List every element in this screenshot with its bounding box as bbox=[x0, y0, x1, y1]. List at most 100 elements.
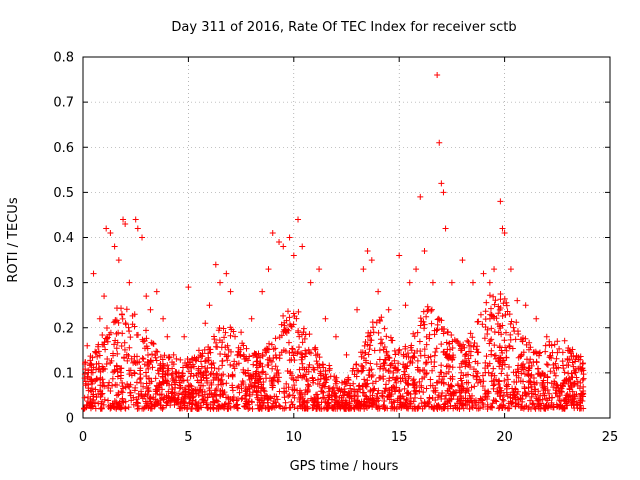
data-point bbox=[145, 375, 152, 382]
data-point bbox=[491, 266, 498, 273]
data-point bbox=[175, 390, 182, 397]
data-point bbox=[286, 392, 293, 399]
data-point bbox=[492, 397, 499, 404]
data-point bbox=[503, 299, 510, 306]
data-point bbox=[421, 352, 428, 359]
data-point bbox=[556, 345, 563, 352]
data-point bbox=[204, 365, 211, 372]
data-point bbox=[483, 299, 490, 306]
data-point bbox=[221, 334, 228, 341]
data-point bbox=[220, 390, 227, 397]
data-point bbox=[234, 405, 241, 412]
data-point bbox=[438, 180, 445, 187]
data-point bbox=[410, 376, 417, 383]
data-point bbox=[283, 388, 290, 395]
data-point bbox=[195, 405, 202, 412]
data-point bbox=[497, 296, 504, 303]
data-point bbox=[362, 349, 369, 356]
data-point bbox=[133, 332, 140, 339]
data-point bbox=[195, 392, 202, 399]
data-point bbox=[277, 403, 284, 410]
data-point bbox=[449, 364, 456, 371]
data-point bbox=[205, 354, 212, 361]
data-point bbox=[319, 382, 326, 389]
data-point bbox=[195, 370, 202, 377]
data-point bbox=[469, 279, 476, 286]
data-point bbox=[82, 366, 89, 373]
data-point bbox=[547, 352, 554, 359]
data-point bbox=[519, 398, 526, 405]
data-point bbox=[219, 362, 226, 369]
data-point bbox=[429, 394, 436, 401]
data-point bbox=[524, 370, 531, 377]
data-point bbox=[351, 405, 358, 412]
data-point bbox=[291, 313, 298, 320]
data-point bbox=[552, 360, 559, 367]
data-point bbox=[213, 386, 220, 393]
data-point bbox=[379, 393, 386, 400]
data-point bbox=[567, 392, 574, 399]
data-point bbox=[186, 395, 193, 402]
data-point bbox=[314, 403, 321, 410]
data-point bbox=[126, 328, 133, 335]
data-point bbox=[164, 362, 171, 369]
data-point bbox=[438, 369, 445, 376]
data-point bbox=[519, 363, 526, 370]
data-point bbox=[414, 329, 421, 336]
data-point bbox=[140, 383, 147, 390]
data-point bbox=[503, 302, 510, 309]
data-point bbox=[525, 379, 532, 386]
data-point bbox=[116, 400, 123, 407]
data-point bbox=[474, 370, 481, 377]
data-point bbox=[497, 198, 504, 205]
data-point bbox=[215, 365, 222, 372]
data-point bbox=[496, 344, 503, 351]
data-point bbox=[163, 380, 170, 387]
data-point bbox=[199, 388, 206, 395]
data-point bbox=[296, 366, 303, 373]
data-point bbox=[487, 305, 494, 312]
data-point bbox=[447, 402, 454, 409]
data-point bbox=[164, 400, 171, 407]
data-point bbox=[393, 379, 400, 386]
data-point bbox=[385, 355, 392, 362]
data-point bbox=[264, 345, 271, 352]
x-tick-label: 0 bbox=[79, 430, 87, 445]
data-point bbox=[276, 352, 283, 359]
data-point bbox=[369, 319, 376, 326]
data-point bbox=[396, 346, 403, 353]
data-point bbox=[336, 394, 343, 401]
data-point bbox=[464, 401, 471, 408]
data-point bbox=[351, 371, 358, 378]
data-point bbox=[278, 321, 285, 328]
data-point bbox=[381, 343, 388, 350]
data-point bbox=[473, 374, 480, 381]
data-point bbox=[381, 325, 388, 332]
data-point bbox=[428, 359, 435, 366]
data-point bbox=[443, 392, 450, 399]
data-point bbox=[263, 392, 270, 399]
data-point bbox=[159, 356, 166, 363]
data-point bbox=[145, 388, 152, 395]
data-point bbox=[474, 349, 481, 356]
data-point bbox=[345, 389, 352, 396]
data-point bbox=[364, 333, 371, 340]
data-point bbox=[286, 349, 293, 356]
data-point bbox=[231, 365, 238, 372]
data-point bbox=[443, 339, 450, 346]
data-point bbox=[431, 352, 438, 359]
data-point bbox=[215, 327, 222, 334]
data-point bbox=[423, 341, 430, 348]
data-point bbox=[441, 348, 448, 355]
data-point bbox=[483, 353, 490, 360]
data-point bbox=[312, 344, 319, 351]
data-point bbox=[84, 393, 91, 400]
data-point bbox=[229, 387, 236, 394]
data-point bbox=[276, 239, 283, 246]
data-point bbox=[386, 375, 393, 382]
data-point bbox=[169, 370, 176, 377]
data-point bbox=[395, 360, 402, 367]
data-point bbox=[463, 350, 470, 357]
data-point bbox=[367, 360, 374, 367]
data-point bbox=[222, 329, 229, 336]
